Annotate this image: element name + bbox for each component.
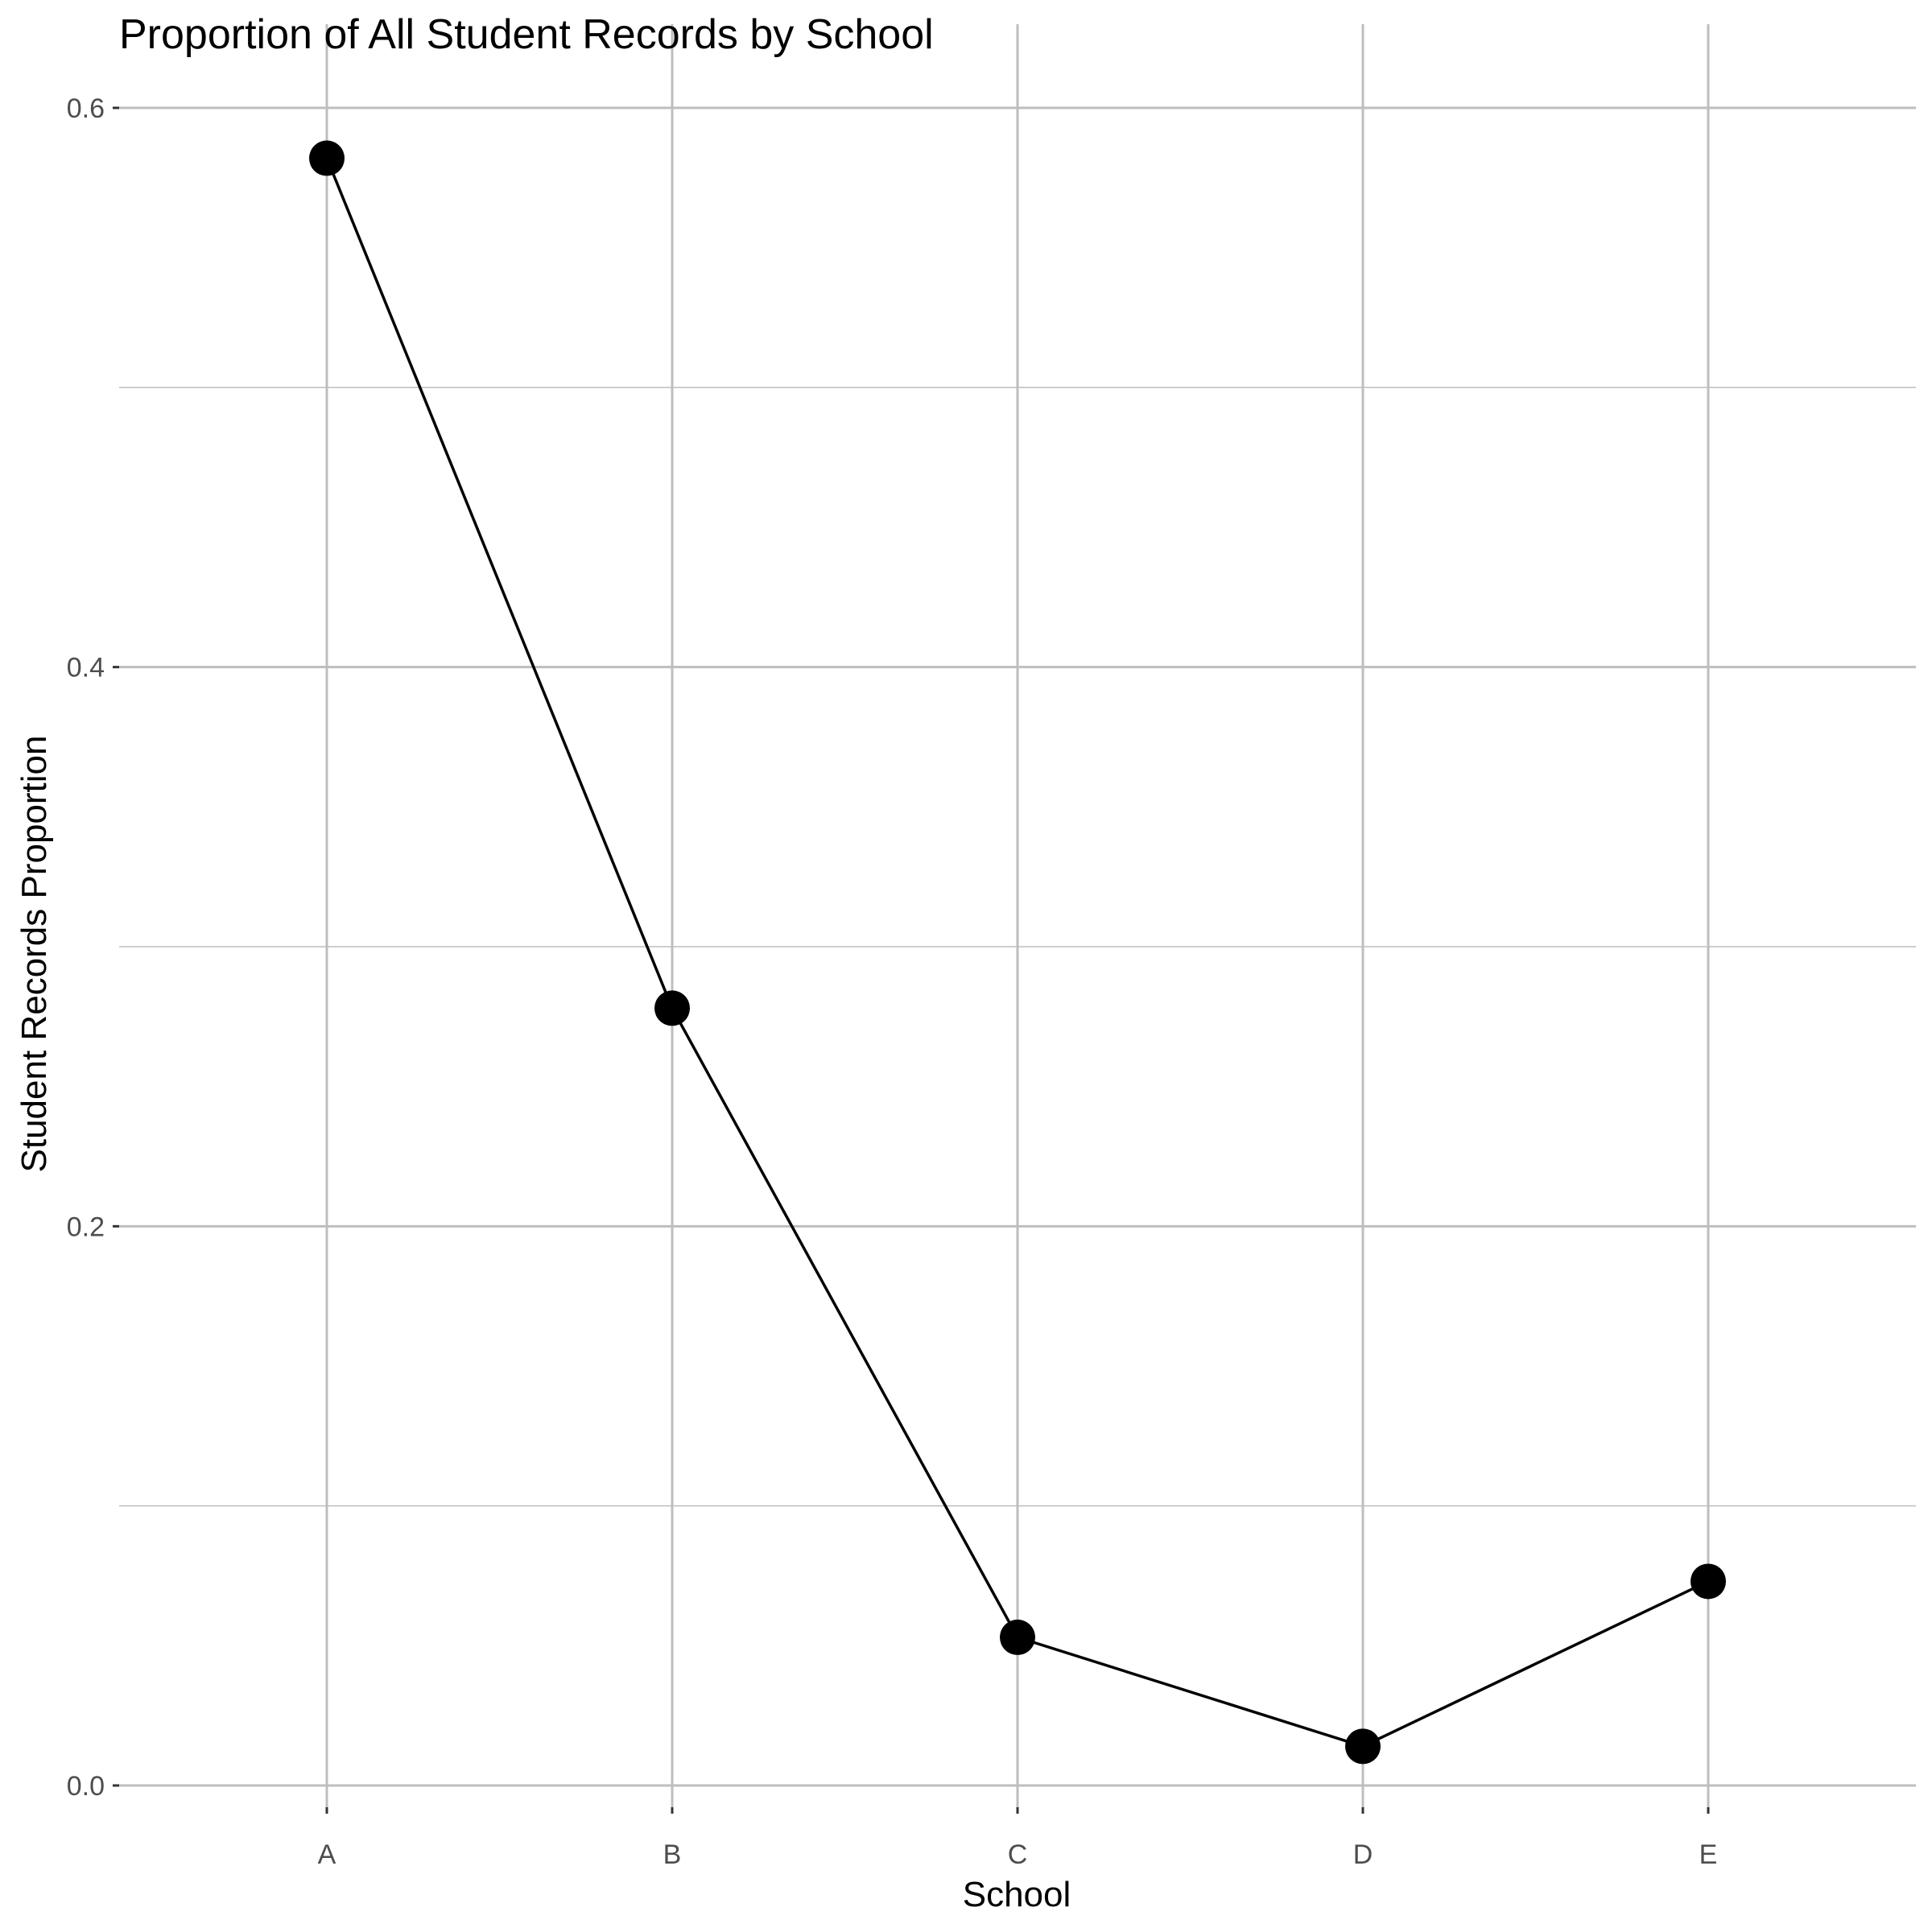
x-tick-label: D bbox=[1353, 1839, 1373, 1870]
x-tick-label: A bbox=[318, 1839, 336, 1870]
y-axis-title: Student Records Proportion bbox=[14, 736, 54, 1173]
y-axis: 0.0 0.2 0.4 0.6 bbox=[67, 93, 119, 1802]
data-point-e bbox=[1690, 1563, 1726, 1600]
y-tick-label: 0.6 bbox=[67, 93, 105, 124]
x-axis-title: School bbox=[963, 1875, 1071, 1914]
y-tick-label: 0.4 bbox=[67, 653, 105, 683]
x-tick-label: C bbox=[1008, 1839, 1028, 1870]
y-tick-label: 0.2 bbox=[67, 1212, 105, 1242]
data-point-d bbox=[1345, 1728, 1381, 1765]
gridlines bbox=[119, 24, 1916, 1807]
x-axis: A B C D E bbox=[318, 1807, 1718, 1870]
x-tick-label: B bbox=[663, 1839, 682, 1870]
y-tick-label: 0.0 bbox=[67, 1771, 105, 1802]
data-point-c bbox=[1000, 1619, 1035, 1655]
data-point-a bbox=[309, 140, 345, 176]
series bbox=[309, 140, 1726, 1765]
data-point-b bbox=[654, 990, 690, 1026]
chart-title: Proportion of All Student Records by Sch… bbox=[119, 11, 934, 58]
x-tick-label: E bbox=[1699, 1839, 1718, 1870]
